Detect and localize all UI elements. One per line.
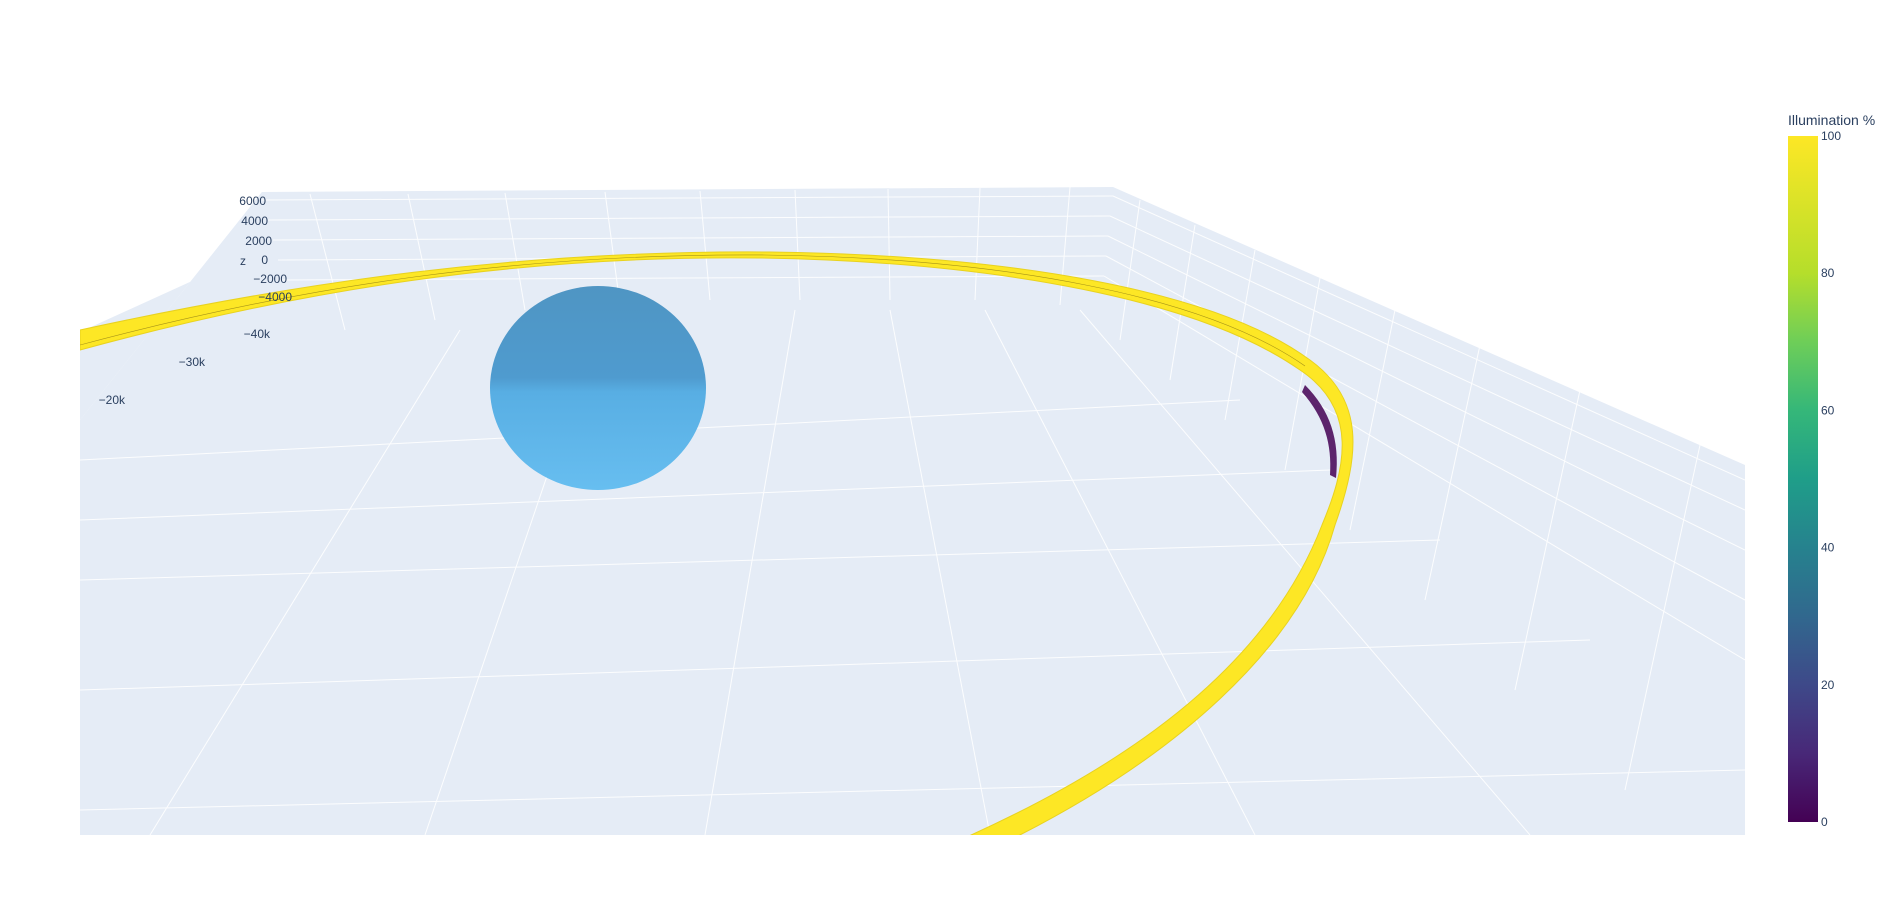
z-tick-label: 2000: [245, 234, 272, 248]
z-tick-label: 4000: [241, 214, 268, 228]
left-wall-pane: [80, 192, 282, 420]
z-tick-label: 6000: [239, 194, 266, 208]
sphere-trace[interactable]: [490, 286, 706, 490]
colorbar-gradient: [1788, 136, 1818, 822]
sphere-surface[interactable]: [490, 286, 706, 490]
z-axis-label: z: [240, 254, 246, 268]
colorbar-tick-label: 80: [1821, 266, 1835, 280]
colorbar-ticks: 0 20 40 60 80 100: [1821, 129, 1841, 829]
y-tick-label: −40k: [244, 327, 271, 341]
back-wall-pane: [80, 187, 1745, 835]
orbit-shadow-segment[interactable]: [1302, 385, 1337, 478]
colorbar-tick-label: 60: [1821, 403, 1835, 417]
colorbar-tick-label: 20: [1821, 678, 1835, 692]
scene-background: [80, 187, 1745, 835]
orbit-ribbon-band[interactable]: [80, 251, 1354, 840]
colorbar-tick-label: 0: [1821, 815, 1828, 829]
z-tick-label: 0: [261, 253, 268, 267]
y-tick-label: −30k: [179, 355, 206, 369]
z-tick-label: −4000: [258, 290, 292, 304]
colorbar-title: Illumination %: [1788, 112, 1875, 128]
colorbar: Illumination % 0 20 40 60 80 100: [1788, 112, 1875, 829]
z-tick-label: −2000: [253, 272, 287, 286]
y-axis-ticks: −40k −30k −20k: [99, 327, 271, 407]
orbit-ribbon-trace[interactable]: [80, 251, 1354, 840]
colorbar-tick-label: 40: [1821, 541, 1835, 555]
y-tick-label: −20k: [99, 393, 126, 407]
scene-grid: [80, 186, 1745, 835]
orbit-ribbon-edge-line: [80, 254, 1306, 367]
z-axis-ticks: 6000 4000 2000 0 −2000 −4000: [239, 194, 292, 304]
colorbar-tick-label: 100: [1821, 129, 1841, 143]
